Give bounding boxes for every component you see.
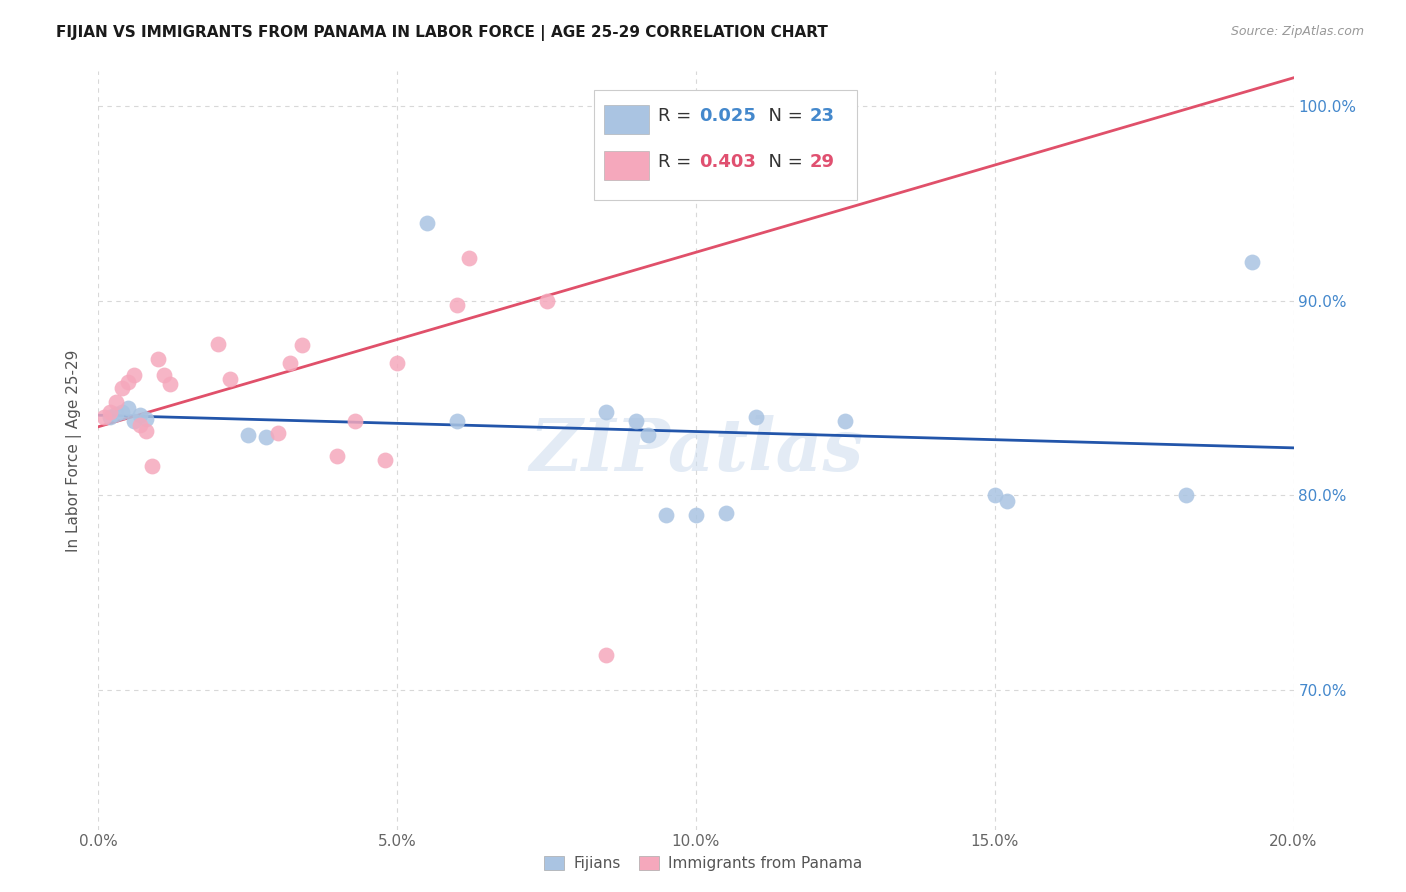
Point — [135, 424, 157, 438]
Point — [111, 404, 134, 418]
Point — [93, 410, 115, 425]
Point — [984, 488, 1007, 502]
Point — [655, 144, 678, 158]
Point — [995, 494, 1018, 508]
Point — [254, 430, 277, 444]
Point — [697, 144, 720, 158]
Point — [745, 410, 768, 425]
Point — [141, 458, 163, 473]
FancyBboxPatch shape — [605, 105, 650, 135]
Point — [655, 508, 678, 522]
Text: N =: N = — [756, 153, 808, 171]
Point — [124, 414, 146, 428]
Point — [291, 338, 314, 352]
Point — [326, 450, 349, 464]
Point — [207, 336, 229, 351]
Point — [236, 428, 259, 442]
Point — [124, 368, 146, 382]
Text: 0.403: 0.403 — [700, 153, 756, 171]
FancyBboxPatch shape — [595, 90, 858, 201]
Point — [626, 161, 648, 176]
Point — [219, 371, 242, 385]
Point — [153, 368, 176, 382]
Point — [111, 381, 134, 395]
Point — [105, 395, 128, 409]
Point — [1175, 488, 1198, 502]
Point — [117, 376, 139, 390]
Point — [416, 216, 439, 230]
Text: N =: N = — [756, 107, 808, 125]
Point — [105, 407, 128, 421]
Point — [374, 453, 396, 467]
Point — [98, 404, 122, 418]
Legend: Fijians, Immigrants from Panama: Fijians, Immigrants from Panama — [538, 850, 868, 877]
Text: FIJIAN VS IMMIGRANTS FROM PANAMA IN LABOR FORCE | AGE 25-29 CORRELATION CHART: FIJIAN VS IMMIGRANTS FROM PANAMA IN LABO… — [56, 25, 828, 41]
Point — [595, 404, 617, 418]
Text: R =: R = — [658, 153, 697, 171]
Point — [117, 401, 139, 415]
Point — [637, 428, 659, 442]
Text: 29: 29 — [810, 153, 835, 171]
Text: ZIPatlas: ZIPatlas — [529, 415, 863, 486]
FancyBboxPatch shape — [605, 151, 650, 180]
Point — [159, 377, 181, 392]
Point — [458, 251, 481, 265]
Point — [98, 410, 122, 425]
Point — [626, 414, 648, 428]
Point — [666, 144, 689, 158]
Point — [446, 414, 468, 428]
Point — [129, 409, 152, 423]
Text: 0.025: 0.025 — [700, 107, 756, 125]
Text: R =: R = — [658, 107, 697, 125]
Point — [385, 356, 409, 370]
Point — [267, 425, 290, 440]
Y-axis label: In Labor Force | Age 25-29: In Labor Force | Age 25-29 — [66, 350, 83, 551]
Point — [344, 414, 367, 428]
Point — [446, 298, 468, 312]
Point — [685, 508, 707, 522]
Point — [834, 414, 856, 428]
Text: Source: ZipAtlas.com: Source: ZipAtlas.com — [1230, 25, 1364, 38]
Text: 23: 23 — [810, 107, 835, 125]
Point — [714, 506, 737, 520]
Point — [278, 356, 301, 370]
Point — [135, 412, 157, 426]
Point — [1240, 255, 1263, 269]
Point — [536, 293, 558, 308]
Point — [595, 648, 617, 662]
Point — [129, 418, 152, 433]
Point — [148, 352, 170, 367]
